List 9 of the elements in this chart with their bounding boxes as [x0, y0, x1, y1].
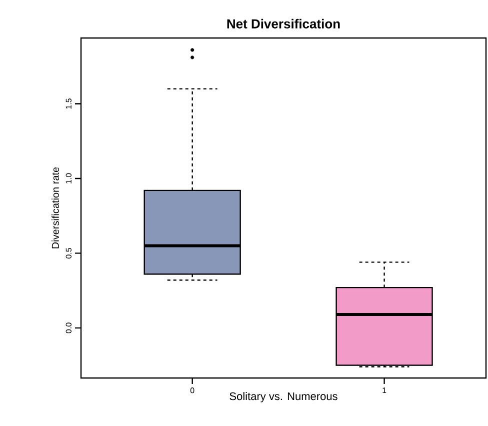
x-tick-label: 1 [382, 388, 386, 394]
y-tick-label: 1.5 [66, 98, 72, 109]
y-tick-label: 1.0 [66, 173, 72, 184]
y-axis-title: Diversification rate [52, 167, 59, 248]
chart-title: Net Diversification [227, 18, 340, 28]
x-axis-title: Solitary vs. Numerous [230, 392, 338, 402]
y-tick-label: 0.5 [66, 248, 72, 258]
x-tick-label: 0 [190, 388, 194, 394]
y-tick-label: 0.0 [66, 322, 72, 334]
